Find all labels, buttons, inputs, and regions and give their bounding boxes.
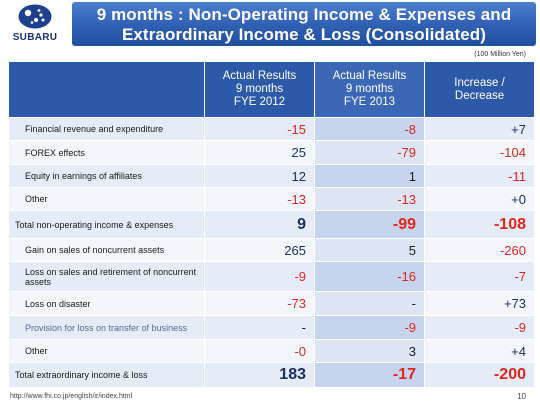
column-header-fye2013: Actual Results 9 months FYE 2013 [314, 61, 425, 118]
column-header-fye2012: Actual Results 9 months FYE 2012 [204, 61, 315, 118]
value-fye2012: -13 [204, 187, 315, 211]
row-label: Equity in earnings of affiliates [8, 164, 205, 188]
table-row: Other -0 3 +4 [8, 339, 535, 363]
value-fye2013: 1 [314, 164, 425, 188]
unit-note: (100 Million Yen) [474, 51, 526, 58]
page-title-line-1: 9 months : Non-Operating Income & Expens… [96, 5, 512, 24]
value-change: +7 [424, 117, 535, 141]
table-row: Loss on sales and retirement of noncurre… [8, 261, 535, 292]
value-change: -260 [424, 238, 535, 262]
row-label: Gain on sales of noncurrent assets [8, 238, 205, 262]
value-fye2013: -79 [314, 140, 425, 165]
value-fye2013: -16 [314, 261, 425, 292]
value-change: +73 [424, 291, 535, 316]
value-fye2012: -73 [204, 291, 315, 316]
value-fye2013: 3 [314, 339, 425, 363]
row-label: Financial revenue and expenditure [8, 117, 205, 141]
header-corner-cell [8, 61, 205, 118]
pleiades-emblem-icon [18, 4, 52, 29]
table-row: Financial revenue and expenditure -15 -8… [8, 117, 535, 141]
row-label: Total extraordinary income & loss [8, 362, 205, 388]
title-banner: 9 months : Non-Operating Income & Expens… [72, 2, 536, 46]
value-fye2013: -99 [314, 210, 425, 239]
table-header-row: Actual Results 9 months FYE 2012 Actual … [8, 61, 535, 118]
value-change: -11 [424, 164, 535, 188]
value-fye2013: 5 [314, 238, 425, 262]
value-change: -9 [424, 315, 535, 340]
table-row: Loss on disaster -73 - +73 [8, 291, 535, 316]
table-row: Provision for loss on transfer of busine… [8, 315, 535, 340]
value-change: +4 [424, 339, 535, 363]
value-fye2012: 265 [204, 238, 315, 262]
value-fye2013: -17 [314, 362, 425, 388]
row-label: Other [8, 187, 205, 211]
value-change: -104 [424, 140, 535, 165]
value-fye2013: -13 [314, 187, 425, 211]
value-change: -200 [424, 362, 535, 388]
value-fye2012: -9 [204, 261, 315, 292]
slide-header: SUBARU 9 months : Non-Operating Income &… [0, 0, 540, 50]
row-label: Other [8, 339, 205, 363]
table-row: Equity in earnings of affiliates 12 1 -1… [8, 164, 535, 188]
table-row: FOREX effects 25 -79 -104 [8, 140, 535, 165]
value-fye2012: 25 [204, 140, 315, 165]
value-change: -108 [424, 210, 535, 239]
value-fye2012: -0 [204, 339, 315, 363]
row-label: Provision for loss on transfer of busine… [8, 315, 205, 340]
value-fye2013: - [314, 291, 425, 316]
value-fye2012: - [204, 315, 315, 340]
table-row: Gain on sales of noncurrent assets 265 5… [8, 238, 535, 262]
row-label: Loss on sales and retirement of noncurre… [8, 261, 205, 292]
column-header-change: Increase / Decrease [424, 61, 535, 118]
results-table: Actual Results 9 months FYE 2012 Actual … [8, 61, 535, 388]
value-change: -7 [424, 261, 535, 292]
value-change: +0 [424, 187, 535, 211]
value-fye2012: 9 [204, 210, 315, 239]
row-label: Total non-operating income & expenses [8, 210, 205, 239]
table-row: Other -13 -13 +0 [8, 187, 535, 211]
subaru-logo: SUBARU [4, 2, 66, 46]
row-label: FOREX effects [8, 140, 205, 165]
row-label: Loss on disaster [8, 291, 205, 316]
value-fye2013: -8 [314, 117, 425, 141]
value-fye2012: 183 [204, 362, 315, 388]
value-fye2013: -9 [314, 315, 425, 340]
page-number: 10 [517, 392, 526, 401]
logo-wordmark: SUBARU [12, 32, 58, 43]
footer-url-link[interactable]: http://www.fhi.co.jp/english/ir/index.ht… [10, 393, 133, 400]
value-fye2012: 12 [204, 164, 315, 188]
table-row-total: Total extraordinary income & loss 183 -1… [8, 362, 535, 388]
table-row-total: Total non-operating income & expenses 9 … [8, 210, 535, 239]
value-fye2012: -15 [204, 117, 315, 141]
page-title-line-2: Extraordinary Income & Loss (Consolidate… [121, 25, 487, 44]
